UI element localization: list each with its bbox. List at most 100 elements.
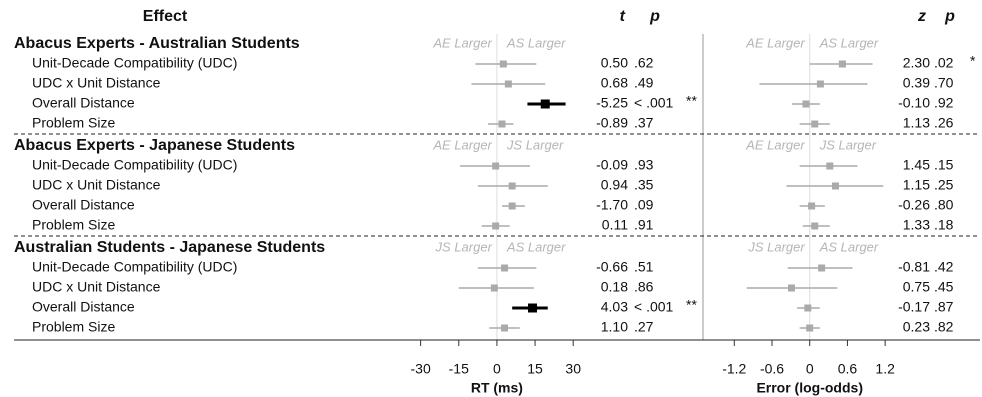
x-tick-label: -0.6 <box>760 361 784 377</box>
p-value: .35 <box>634 177 654 193</box>
stat-value: 1.13 <box>903 115 930 131</box>
stat-value: -5.25 <box>596 95 628 111</box>
estimate-marker <box>787 284 795 292</box>
axis-label: RT (ms) <box>471 380 523 396</box>
estimate-marker <box>504 80 512 88</box>
stat-value: 0.94 <box>601 177 628 193</box>
estimate-marker <box>501 264 509 272</box>
stat-value: -1.70 <box>596 197 628 213</box>
stat-value: -0.09 <box>596 157 628 173</box>
x-tick-label: 0 <box>806 361 814 377</box>
row-label: Unit-Decade Compatibility (UDC) <box>32 157 237 173</box>
estimate-marker <box>498 120 506 128</box>
direction-label: JS Larger <box>506 137 564 152</box>
p-value: .42 <box>934 259 954 275</box>
significance: ** <box>686 297 697 313</box>
p-value: .15 <box>934 157 954 173</box>
stat-value: -0.66 <box>596 259 628 275</box>
estimate-marker <box>816 80 824 88</box>
group-header: Abacus Experts - Japanese Students <box>14 137 295 154</box>
stat-value: 1.10 <box>601 319 628 335</box>
row-label: Problem Size <box>32 217 115 233</box>
row-label: UDC x Unit Distance <box>32 75 161 91</box>
row-label: Problem Size <box>32 115 115 131</box>
stat-header: t <box>620 8 626 25</box>
stat-value: -0.81 <box>898 259 930 275</box>
significance: * <box>970 53 976 69</box>
x-tick-label: 15 <box>527 361 543 377</box>
row-label: Overall Distance <box>32 197 135 213</box>
p-value: .91 <box>634 217 654 233</box>
direction-label: JS Larger <box>435 239 493 254</box>
p-value: .70 <box>934 75 954 91</box>
p-value: .93 <box>634 157 654 173</box>
direction-label: AE Larger <box>745 137 805 152</box>
p-value: .86 <box>634 279 654 295</box>
p-value: .92 <box>934 95 954 111</box>
stat-header: z <box>917 8 926 25</box>
stat-value: 1.45 <box>903 157 930 173</box>
p-value: .25 <box>934 177 954 193</box>
estimate-marker <box>838 60 846 68</box>
estimate-marker <box>499 60 507 68</box>
p-header: p <box>649 8 660 25</box>
estimate-marker <box>490 284 498 292</box>
x-tick-label: 0 <box>493 361 501 377</box>
estimate-marker <box>811 222 819 230</box>
stat-value: 0.39 <box>903 75 930 91</box>
stat-value: 0.11 <box>602 217 628 233</box>
stat-value: 0.18 <box>601 279 628 295</box>
p-value: .49 <box>634 75 654 91</box>
stat-value: -0.26 <box>898 197 930 213</box>
p-value: .18 <box>934 217 954 233</box>
stat-value: 2.30 <box>903 55 930 71</box>
direction-label: JS Larger <box>819 137 877 152</box>
row-label: Overall Distance <box>32 299 135 315</box>
estimate-marker <box>818 264 826 272</box>
axis-label: Error (log-odds) <box>756 380 863 396</box>
direction-label: AS Larger <box>819 35 879 50</box>
x-tick-label: -15 <box>449 361 469 377</box>
estimate-marker <box>802 100 810 108</box>
estimate-marker <box>508 202 516 210</box>
p-value: .51 <box>634 259 654 275</box>
estimate-marker <box>528 303 538 313</box>
p-value: .80 <box>934 197 954 213</box>
x-tick-label: -30 <box>411 361 431 377</box>
p-value: .45 <box>934 279 954 295</box>
x-tick-label: 1.2 <box>875 361 895 377</box>
effect-header: Effect <box>143 8 188 25</box>
direction-label: AE Larger <box>745 35 805 50</box>
p-value: .62 <box>634 55 654 71</box>
estimate-marker <box>811 120 819 128</box>
group-header: Abacus Experts - Australian Students <box>14 35 300 52</box>
direction-label: AS Larger <box>819 239 879 254</box>
p-value: .37 <box>634 115 654 131</box>
p-value: < .001 <box>634 299 674 315</box>
stat-value: 1.15 <box>903 177 930 193</box>
stat-value: 1.33 <box>903 217 930 233</box>
p-value: < .001 <box>634 95 674 111</box>
x-tick-label: 0.6 <box>838 361 858 377</box>
estimate-marker <box>501 324 509 332</box>
estimate-marker <box>508 182 516 190</box>
row-label: UDC x Unit Distance <box>32 177 161 193</box>
stat-value: -0.89 <box>596 115 628 131</box>
p-value: .26 <box>934 115 954 131</box>
p-value: .02 <box>934 55 954 71</box>
direction-label: JS Larger <box>747 239 805 254</box>
p-header: p <box>944 8 955 25</box>
p-value: .27 <box>634 319 654 335</box>
p-value: .09 <box>634 197 654 213</box>
row-label: Unit-Decade Compatibility (UDC) <box>32 55 237 71</box>
row-label: Overall Distance <box>32 95 135 111</box>
stat-value: -0.10 <box>898 95 930 111</box>
estimate-marker <box>831 182 839 190</box>
stat-value: 0.23 <box>903 319 930 335</box>
estimate-marker <box>492 222 500 230</box>
significance: ** <box>686 93 697 109</box>
direction-label: AS Larger <box>506 35 566 50</box>
stat-value: 0.75 <box>903 279 930 295</box>
stat-value: 4.03 <box>601 299 628 315</box>
